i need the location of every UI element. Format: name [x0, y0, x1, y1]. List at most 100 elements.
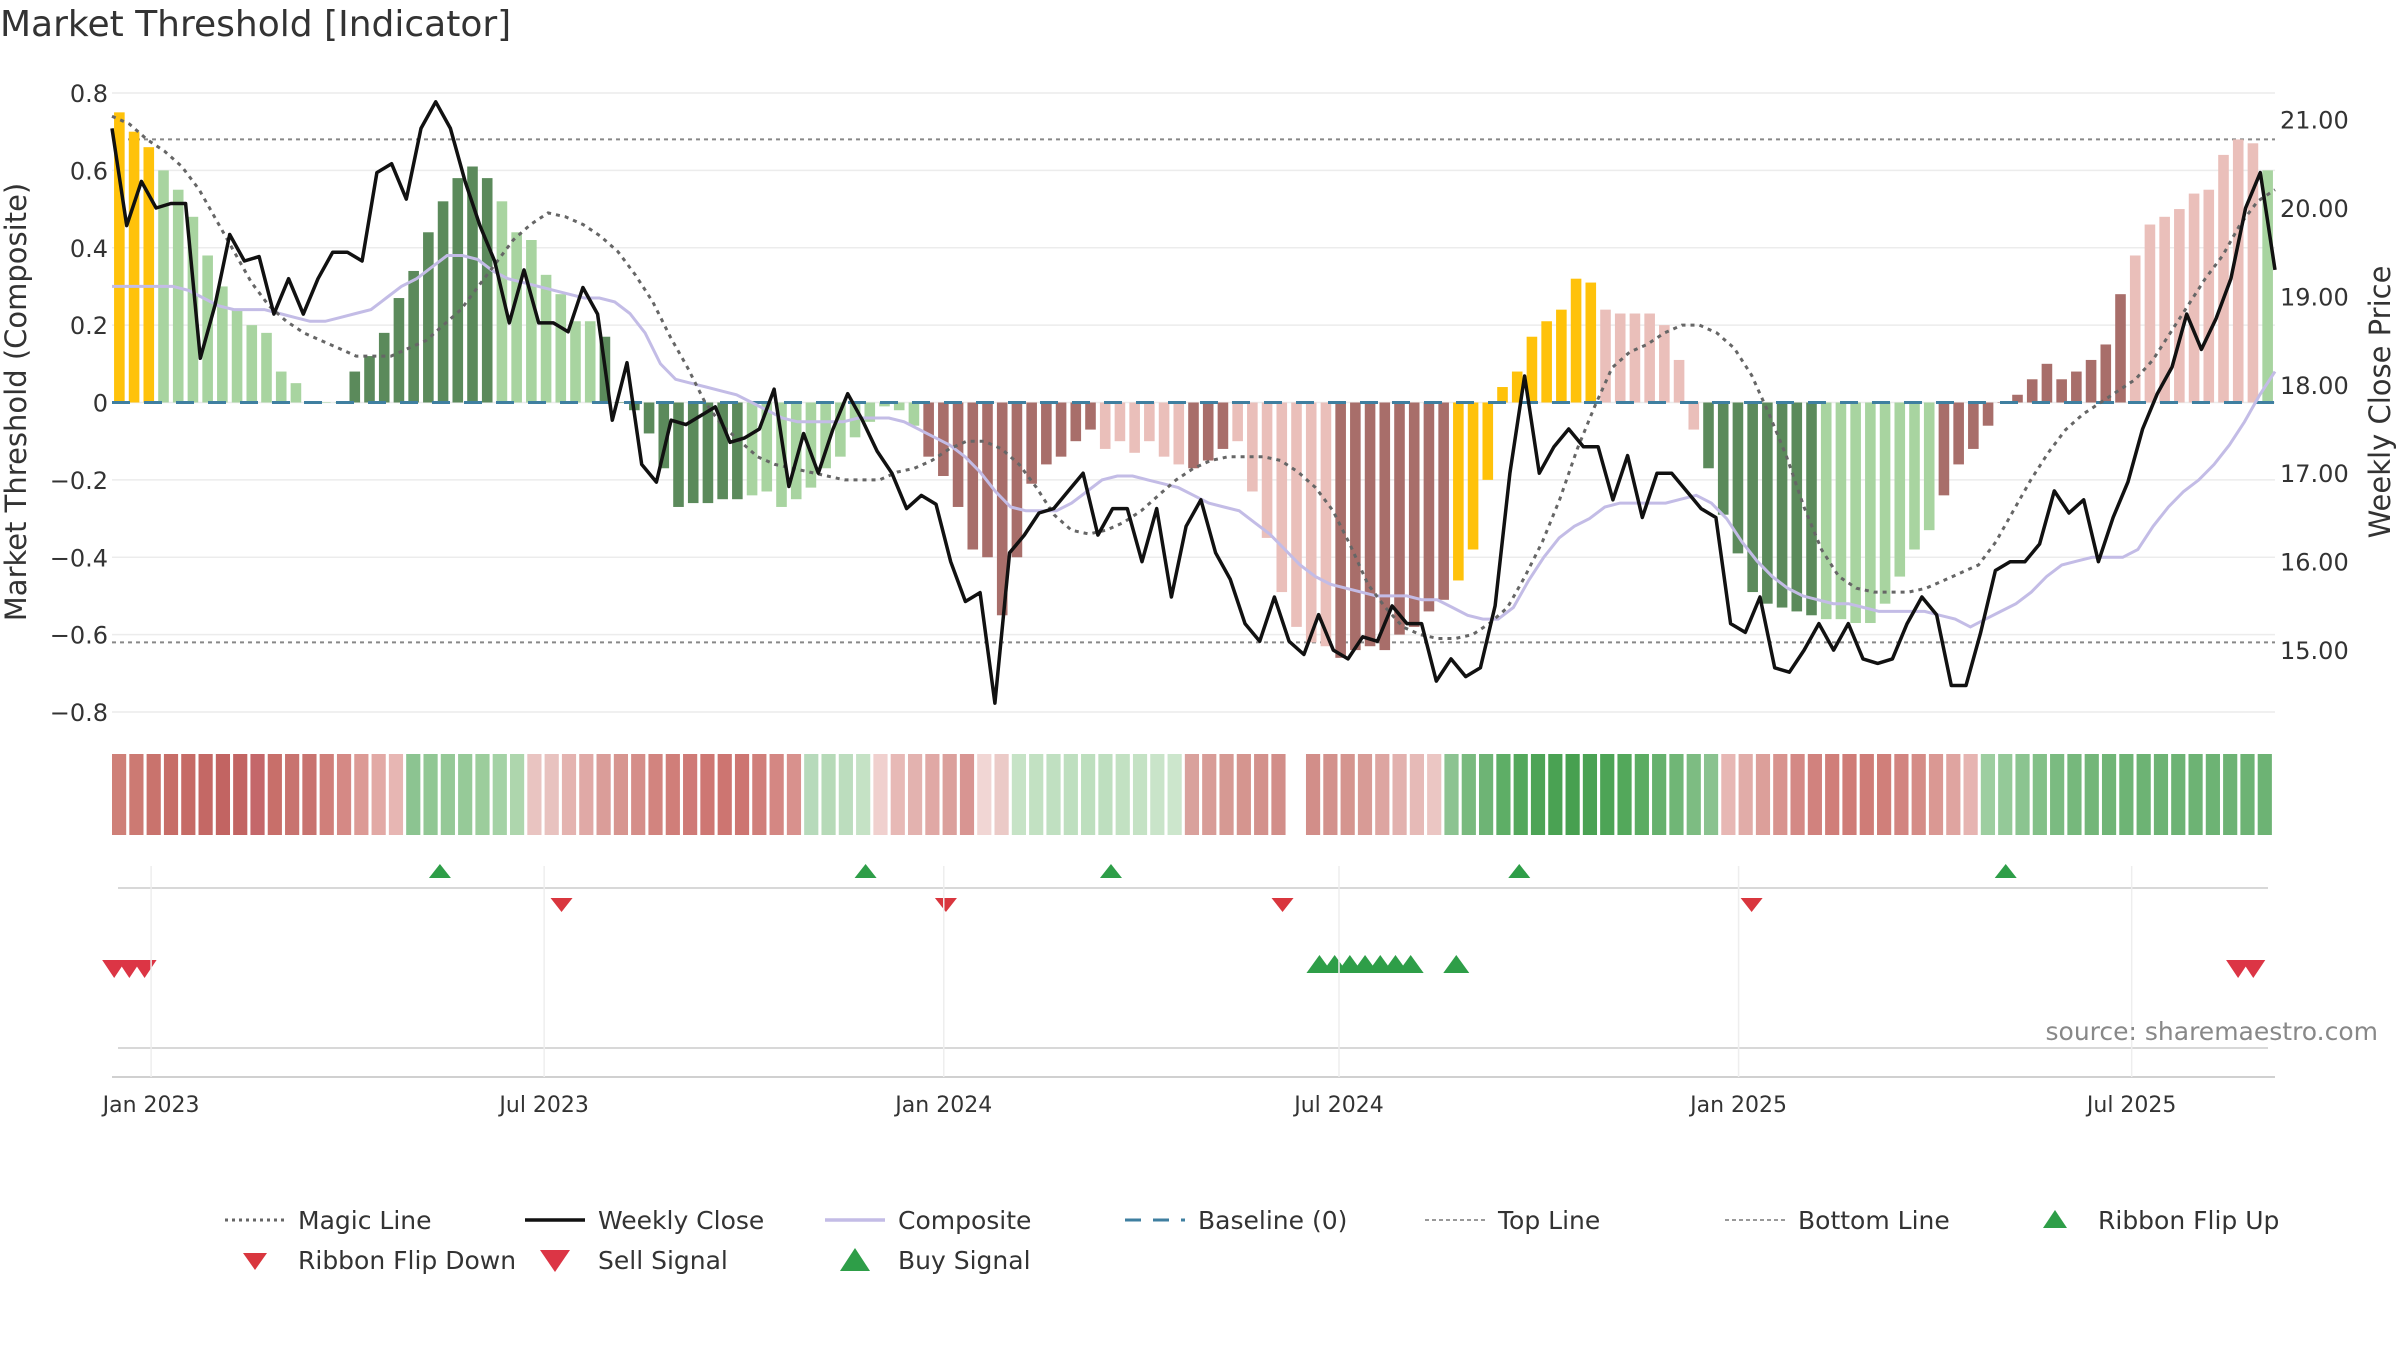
- composite-bar: [1379, 402, 1391, 651]
- ribbon-segment: [665, 754, 680, 835]
- ribbon-segment: [267, 754, 282, 835]
- composite-bar: [408, 270, 419, 403]
- composite-bar: [1909, 402, 1920, 550]
- composite-bar: [2144, 224, 2156, 403]
- composite-bar: [732, 402, 743, 500]
- ribbon-flip-down-marker: [934, 898, 957, 912]
- ribbon-segment: [1790, 754, 1805, 835]
- composite-bar: [1438, 402, 1449, 600]
- composite-bar: [1938, 402, 1950, 496]
- ribbon-segment: [942, 754, 957, 835]
- composite-bar: [246, 325, 258, 403]
- ribbon-segment: [1842, 754, 1857, 835]
- composite-bar: [2247, 143, 2259, 403]
- ribbon-segment: [181, 754, 196, 835]
- sell-signal-marker: [2241, 960, 2266, 978]
- ribbon-segment: [1011, 754, 1026, 835]
- legend-item: Ribbon Flip Down: [220, 1245, 520, 1275]
- ribbon-segment: [631, 754, 646, 835]
- ribbon-segment: [2015, 754, 2030, 835]
- composite-bar: [1320, 402, 1332, 647]
- composite-bar: [614, 402, 625, 403]
- triangle-up-icon: [820, 1245, 890, 1275]
- y-right-tick-label: 19.00: [2280, 283, 2349, 311]
- composite-bar: [908, 402, 920, 426]
- x-tick-label: Jan 2025: [1688, 1093, 1787, 1118]
- sell-signal-marker: [132, 960, 157, 978]
- composite-bar: [2041, 363, 2053, 403]
- chart-title: Market Threshold [Indicator]: [0, 4, 512, 45]
- dotted-line-icon: [220, 1205, 290, 1235]
- solid-line-icon: [520, 1205, 590, 1235]
- composite-bar: [452, 178, 464, 403]
- composite-bar: [2232, 139, 2244, 403]
- ribbon-segment: [1963, 754, 1978, 835]
- composite-bar: [864, 402, 876, 422]
- ribbon-segment: [700, 754, 715, 835]
- ribbon-segment: [1600, 754, 1615, 835]
- composite-bar: [893, 402, 905, 411]
- composite-bar: [1408, 402, 1420, 627]
- ribbon-segment: [319, 754, 334, 835]
- ribbon-segment: [1305, 754, 1321, 835]
- ribbon-segment: [2257, 754, 2272, 835]
- composite-bar: [1526, 336, 1538, 403]
- dotted-line-icon: [1420, 1205, 1490, 1235]
- y-left-tick-label: 0.2: [70, 312, 108, 340]
- composite-bar: [143, 147, 155, 403]
- ribbon-segment: [458, 754, 473, 835]
- ribbon-segment: [1202, 754, 1217, 835]
- solid-line-icon: [820, 1205, 890, 1235]
- composite-bar: [1055, 402, 1067, 457]
- composite-bar: [790, 402, 802, 500]
- composite-bar: [2071, 371, 2082, 403]
- composite-bar: [1276, 402, 1288, 593]
- composite-bar: [540, 274, 552, 403]
- ribbon-segment: [890, 754, 905, 835]
- legend-item: Baseline (0): [1120, 1205, 1420, 1235]
- composite-bar: [2012, 394, 2023, 403]
- ribbon-segment: [1946, 754, 1961, 835]
- composite-bar: [1482, 402, 1494, 480]
- y-left-tick-label: −0.2: [50, 467, 108, 495]
- ribbon-segment: [406, 754, 421, 835]
- x-tick-label: Jul 2025: [2085, 1093, 2177, 1118]
- composite-bar: [746, 402, 758, 496]
- ribbon-segment: [475, 754, 490, 835]
- ribbon-flip-up-marker: [1994, 864, 2017, 878]
- legend-item: Top Line: [1420, 1205, 1720, 1235]
- ribbon-segment: [440, 754, 455, 835]
- composite-bar: [1144, 402, 1155, 442]
- ribbon-segment: [1669, 754, 1684, 835]
- composite-bar: [1600, 309, 1611, 403]
- ribbon-segment: [233, 754, 248, 835]
- ribbon-segment: [1098, 754, 1113, 835]
- composite-bar: [1070, 402, 1082, 442]
- y-axis-right-label: Weekly Close Price: [2363, 266, 2397, 539]
- ribbon-segment: [1652, 754, 1667, 835]
- ribbon-segment: [838, 754, 853, 835]
- ribbon-segment: [1479, 754, 1494, 835]
- composite-bar: [1614, 313, 1626, 403]
- composite-bar: [2026, 379, 2038, 403]
- ribbon-segment: [1721, 754, 1736, 835]
- composite-bar: [2218, 154, 2229, 403]
- composite-bar: [1085, 402, 1096, 430]
- composite-bar: [584, 321, 596, 403]
- composite-bar: [1247, 402, 1258, 492]
- legend-item: Buy Signal: [820, 1245, 1120, 1275]
- triangle-down-icon: [220, 1245, 290, 1275]
- composite-bar: [496, 201, 508, 403]
- ribbon-segment: [579, 754, 594, 835]
- composite-bar: [1894, 402, 1906, 577]
- ribbon-segment: [1392, 754, 1407, 835]
- legend-item: Composite: [820, 1205, 1120, 1235]
- ribbon-segment: [959, 754, 975, 835]
- legend: Magic Line Weekly Close Composite Baseli…: [220, 1200, 2340, 1280]
- y-right-tick-label: 18.00: [2280, 372, 2349, 400]
- composite-bar: [2188, 193, 2200, 403]
- ribbon-segment: [925, 754, 940, 835]
- x-tick-label: Jan 2023: [101, 1093, 200, 1118]
- composite-bar: [2115, 294, 2126, 403]
- y-axis-left-label: Market Threshold (Composite): [0, 183, 33, 621]
